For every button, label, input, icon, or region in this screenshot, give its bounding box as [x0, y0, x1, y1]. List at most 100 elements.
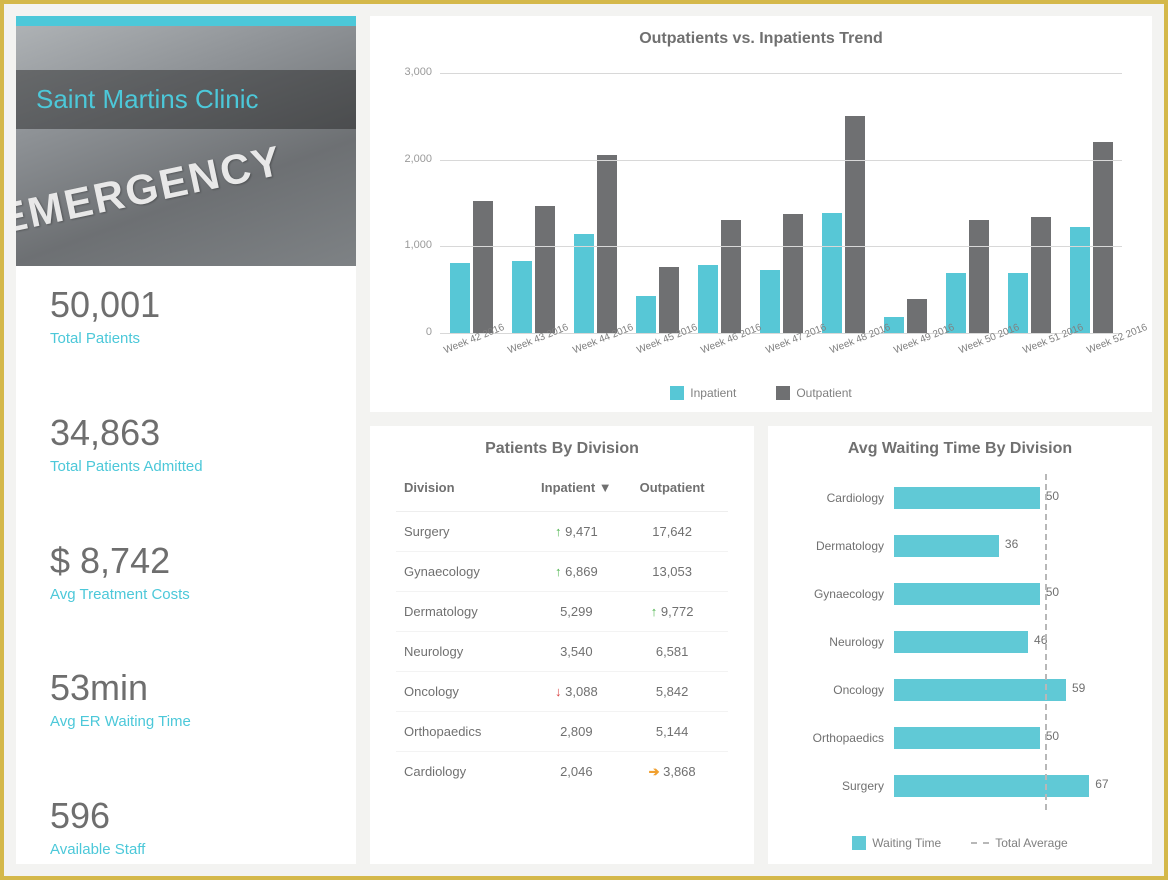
wait-bar-row: Gynaecology50 [904, 570, 1098, 618]
wait-bar-row: Cardiology50 [904, 474, 1098, 522]
trend-legend-item[interactable]: Outpatient [776, 386, 851, 400]
table-row[interactable]: Neurology3,5406,581 [396, 632, 728, 672]
trend-y-tick: 1,000 [404, 239, 432, 251]
cell-outpatient: 17,642 [624, 524, 720, 539]
wait-bar-label: Surgery [794, 779, 894, 793]
table-row[interactable]: Gynaecology↑ 6,86913,053 [396, 552, 728, 592]
trend-gridline: 2,000 [440, 160, 1122, 161]
trend-bar[interactable] [721, 220, 741, 334]
trend-chart-title: Outpatients vs. Inpatients Trend [396, 30, 1126, 48]
wait-bar-row: Orthopaedics50 [904, 714, 1098, 762]
trend-bar-group [502, 74, 564, 334]
wait-legend-item[interactable]: Waiting Time [852, 836, 941, 850]
sidebar: EMERGENCY Saint Martins Clinic 50,001 Tot… [16, 16, 356, 864]
cell-division: Cardiology [404, 764, 528, 780]
wait-bar[interactable] [894, 535, 999, 557]
kpi-label: Total Patients [50, 330, 322, 347]
wait-chart-title: Avg Waiting Time By Division [794, 440, 1126, 458]
wait-bar-track: 50 [894, 727, 1098, 749]
trend-bar[interactable] [1093, 142, 1113, 334]
trend-chart-plot: 01,0002,0003,000 [440, 74, 1122, 334]
trend-bar[interactable] [907, 299, 927, 334]
trend-bar[interactable] [783, 214, 803, 334]
trend-bar-group [626, 74, 688, 334]
trend-bar[interactable] [698, 265, 718, 334]
table-row[interactable]: Cardiology2,046➔ 3,868 [396, 752, 728, 792]
wait-bar-label: Oncology [794, 683, 894, 697]
kpi-value: $ 8,742 [50, 540, 322, 582]
clinic-hero: EMERGENCY Saint Martins Clinic [16, 16, 356, 266]
trend-bar[interactable] [473, 201, 493, 334]
trend-legend-item[interactable]: Inpatient [670, 386, 736, 400]
trend-bar-group [564, 74, 626, 334]
kpi-label: Avg ER Waiting Time [50, 713, 322, 730]
trend-gridline: 1,000 [440, 246, 1122, 247]
trend-up-icon: ↑ [555, 524, 562, 539]
trend-bar[interactable] [659, 267, 679, 334]
legend-label: Outpatient [796, 386, 851, 400]
trend-bar-group [812, 74, 874, 334]
wait-bar-row: Surgery67 [904, 762, 1098, 810]
cell-outpatient: ➔ 3,868 [624, 764, 720, 780]
cell-inpatient: ↑ 9,471 [528, 524, 624, 539]
division-table-card: Patients By Division DivisionInpatient ▼… [370, 426, 754, 864]
cell-inpatient: ↑ 6,869 [528, 564, 624, 579]
legend-swatch [670, 386, 684, 400]
kpi-value: 50,001 [50, 284, 322, 326]
trend-up-icon: ↑ [651, 604, 658, 619]
table-row[interactable]: Oncology↓ 3,0885,842 [396, 672, 728, 712]
kpi: 596Available Staff [50, 795, 322, 858]
wait-bar-row: Dermatology36 [904, 522, 1098, 570]
cell-inpatient: 5,299 [528, 604, 624, 619]
cell-division: Orthopaedics [404, 724, 528, 739]
trend-bar[interactable] [636, 296, 656, 334]
table-row[interactable]: Surgery↑ 9,47117,642 [396, 512, 728, 552]
cell-outpatient: 6,581 [624, 644, 720, 659]
wait-bar-row: Oncology59 [904, 666, 1098, 714]
division-table-title: Patients By Division [396, 440, 728, 458]
emergency-sign-text: EMERGENCY [16, 137, 287, 244]
trend-bar[interactable] [1070, 227, 1090, 334]
trend-bar[interactable] [1031, 217, 1051, 334]
wait-bar-track: 46 [894, 631, 1098, 653]
trend-bar[interactable] [450, 263, 470, 334]
kpi-value: 34,863 [50, 412, 322, 454]
trend-bar-group [998, 74, 1060, 334]
wait-bar-track: 67 [894, 775, 1098, 797]
wait-bar-label: Cardiology [794, 491, 894, 505]
trend-bar-group [1060, 74, 1122, 334]
trend-bar[interactable] [760, 270, 780, 334]
trend-bar[interactable] [969, 220, 989, 334]
col-outpatient[interactable]: Outpatient [624, 480, 720, 495]
trend-bar[interactable] [535, 206, 555, 334]
trend-bar[interactable] [822, 213, 842, 334]
cell-outpatient: 5,144 [624, 724, 720, 739]
division-table: DivisionInpatient ▼Outpatient Surgery↑ 9,… [396, 464, 728, 792]
trend-bar[interactable] [512, 261, 532, 334]
wait-bar[interactable] [894, 727, 1040, 749]
kpi-value: 596 [50, 795, 322, 837]
wait-bar-track: 59 [894, 679, 1098, 701]
clinic-name: Saint Martins Clinic [36, 84, 259, 114]
legend-swatch [852, 836, 866, 850]
trend-chart: 01,0002,0003,000 Week 42 2016Week 43 201… [396, 54, 1126, 402]
trend-x-labels: Week 42 2016Week 43 2016Week 44 2016Week… [440, 334, 1122, 374]
wait-bar[interactable] [894, 487, 1040, 509]
wait-bar[interactable] [894, 583, 1040, 605]
clinic-name-band: Saint Martins Clinic [16, 70, 356, 129]
trend-bar[interactable] [574, 234, 594, 334]
wait-bar[interactable] [894, 775, 1089, 797]
wait-bar[interactable] [894, 679, 1066, 701]
legend-dash-icon [971, 842, 989, 844]
wait-legend-item[interactable]: Total Average [971, 836, 1068, 850]
trend-bar[interactable] [597, 155, 617, 334]
table-row[interactable]: Dermatology5,299↑ 9,772 [396, 592, 728, 632]
wait-chart-legend: Waiting Time Total Average [794, 836, 1126, 850]
col-inpatient[interactable]: Inpatient ▼ [528, 480, 624, 495]
table-row[interactable]: Orthopaedics2,8095,144 [396, 712, 728, 752]
trend-bar[interactable] [845, 116, 865, 334]
col-division[interactable]: Division [404, 480, 528, 495]
trend-gridline: 3,000 [440, 73, 1122, 74]
wait-bar[interactable] [894, 631, 1028, 653]
trend-down-icon: ↓ [555, 684, 562, 699]
